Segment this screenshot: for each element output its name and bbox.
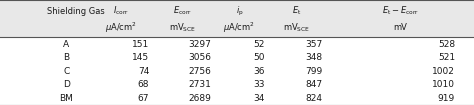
Text: BM: BM — [59, 94, 73, 103]
Text: 2689: 2689 — [188, 94, 211, 103]
Text: 1002: 1002 — [432, 67, 455, 76]
Text: mV: mV — [393, 23, 408, 32]
Text: C: C — [63, 67, 70, 76]
Text: 528: 528 — [438, 40, 455, 49]
Text: 67: 67 — [138, 94, 149, 103]
Text: 33: 33 — [253, 80, 264, 89]
Text: $i_{\mathrm{p}}$: $i_{\mathrm{p}}$ — [236, 5, 243, 18]
Text: 68: 68 — [138, 80, 149, 89]
Text: 145: 145 — [132, 53, 149, 62]
Text: 34: 34 — [253, 94, 264, 103]
Text: 50: 50 — [253, 53, 264, 62]
Text: B: B — [64, 53, 69, 62]
Text: A: A — [64, 40, 69, 49]
Text: 3297: 3297 — [188, 40, 211, 49]
Text: 74: 74 — [138, 67, 149, 76]
Text: Shielding Gas: Shielding Gas — [47, 7, 105, 16]
Text: mV$_{\mathrm{SCE}}$: mV$_{\mathrm{SCE}}$ — [283, 21, 310, 34]
Text: $I_{\mathrm{corr}}$: $I_{\mathrm{corr}}$ — [113, 5, 129, 17]
Text: $E_{\mathrm{t}}$: $E_{\mathrm{t}}$ — [292, 5, 301, 17]
Text: 799: 799 — [305, 67, 322, 76]
Text: D: D — [63, 80, 70, 89]
Text: 1010: 1010 — [432, 80, 455, 89]
Text: 521: 521 — [438, 53, 455, 62]
Text: $\mu$A/cm$^2$: $\mu$A/cm$^2$ — [223, 20, 255, 35]
Text: $E_{\mathrm{corr}}$: $E_{\mathrm{corr}}$ — [173, 5, 192, 17]
Text: 2756: 2756 — [188, 67, 211, 76]
Bar — [0, 0, 474, 37]
Text: 357: 357 — [305, 40, 322, 49]
Text: 36: 36 — [253, 67, 264, 76]
Text: $\mu$A/cm$^2$: $\mu$A/cm$^2$ — [105, 20, 137, 35]
Text: 2731: 2731 — [188, 80, 211, 89]
Text: 824: 824 — [305, 94, 322, 103]
Text: 52: 52 — [253, 40, 264, 49]
Text: $E_{\mathrm{t}}-E_{\mathrm{corr}}$: $E_{\mathrm{t}}-E_{\mathrm{corr}}$ — [382, 5, 419, 17]
Text: 348: 348 — [305, 53, 322, 62]
Text: mV$_{\mathrm{SCE}}$: mV$_{\mathrm{SCE}}$ — [169, 21, 196, 34]
Text: 3056: 3056 — [188, 53, 211, 62]
Text: 151: 151 — [132, 40, 149, 49]
Text: 847: 847 — [305, 80, 322, 89]
Text: 919: 919 — [438, 94, 455, 103]
